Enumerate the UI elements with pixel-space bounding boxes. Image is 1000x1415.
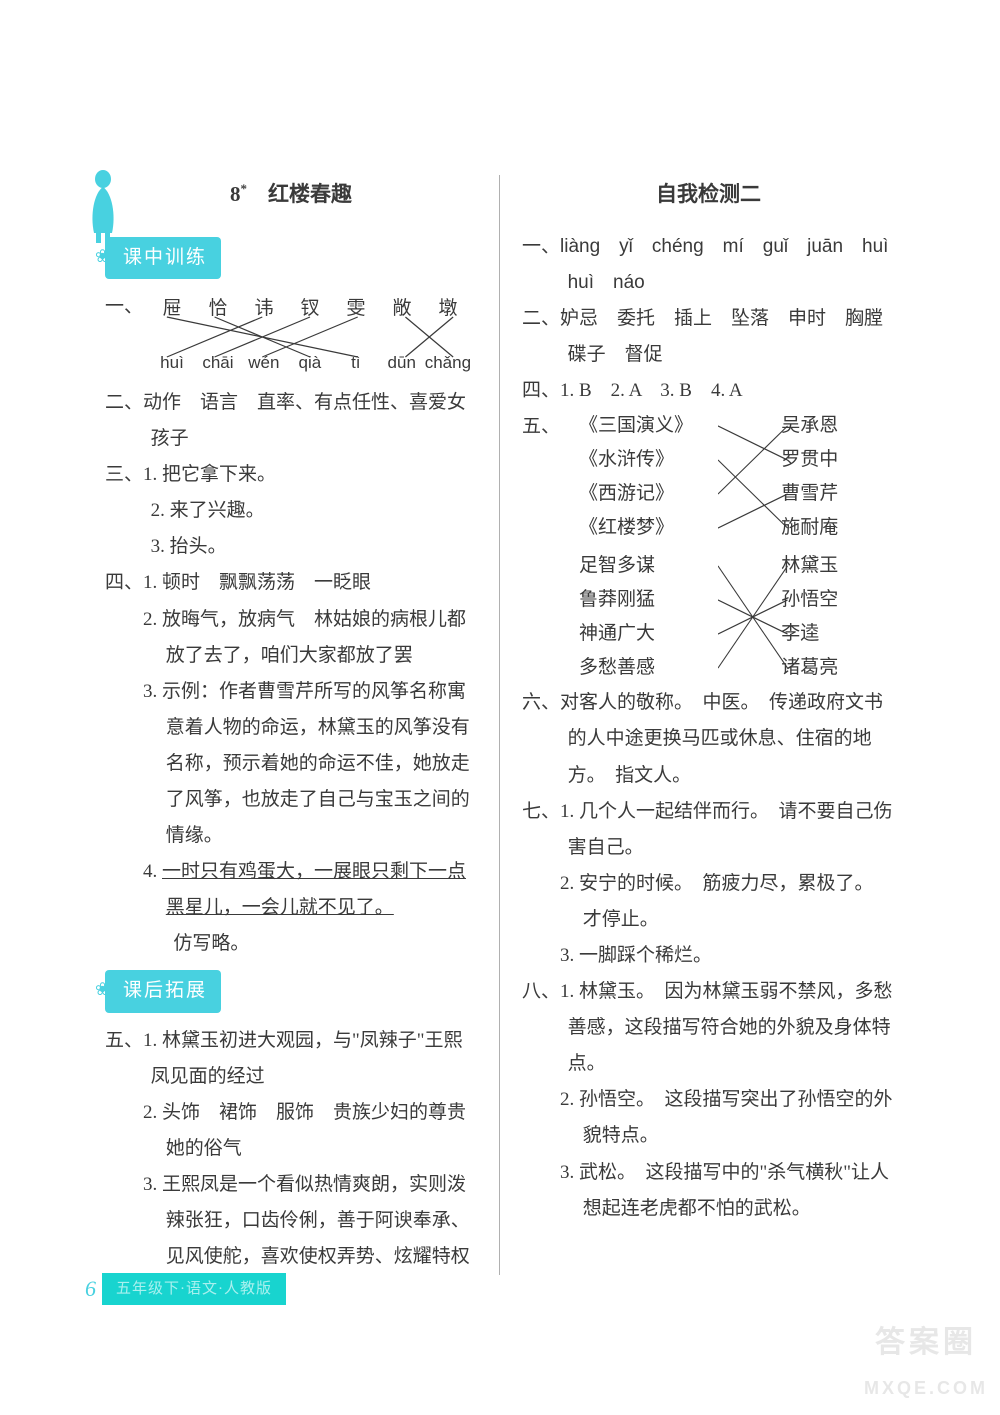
q5-2: 2. 头饰 裙饰 服饰 贵族少妇的尊贵 她的俗气	[105, 1095, 477, 1167]
r-q2: 二、妒忌 委托 插上 坠落 申时 胸膛 碟子 督促	[522, 301, 895, 373]
r-q8-1: 八、1. 林黛玉。 因为林黛玉弱不禁风，多愁善感，这段描写符合她的外貌及身体特点…	[522, 974, 895, 1082]
r-q8-3: 3. 武松。 这段描写中的"杀气横秋"让人想起连老虎都不怕的武松。	[522, 1155, 895, 1227]
badge-after-class: 课后拓展	[105, 970, 221, 1012]
r-q7-2: 2. 安宁的时候。 筋疲力尽，累极了。 才停止。	[522, 866, 895, 938]
r-q5-match2: 足智多谋林黛玉鲁莽刚猛孙悟空神通广大李逵多愁善感诸葛亮	[579, 549, 895, 685]
match1-lines	[718, 409, 788, 545]
q3-2: 2. 来了兴趣。	[105, 493, 477, 529]
badge-in-class: 课中训练	[105, 237, 221, 279]
q4-4c: 仿写略。	[105, 926, 477, 962]
r-q6: 六、对客人的敬称。 中医。 传递政府文书的人中途更换马匹或休息、住宿的地方。 指…	[522, 685, 895, 793]
q3-3: 3. 抬头。	[105, 529, 477, 565]
r-q8-2: 2. 孙悟空。 这段描写突出了孙悟空的外貌特点。	[522, 1082, 895, 1154]
q3-1: 三、1. 把它拿下来。	[105, 457, 477, 493]
r-q1: 一、liàng yǐ chéng mí guǐ juān huì huì náo	[522, 229, 895, 301]
watermark: 答案圈 MXQE.COM	[864, 1314, 988, 1405]
r-q5-label: 五、	[522, 409, 556, 685]
q1-pinyin: huìchāiwénqiàtìdūnchǎng	[143, 347, 477, 379]
q1-match-box: 屉恰讳钗雯敞墩 huìchāiwénqiàtìdūnchǎng	[143, 291, 477, 379]
page-content: 8* 红楼春趣 课中训练 一、 屉恰讳钗雯敞墩 huìchāiwénqiàtìd…	[95, 175, 905, 1275]
q1-matching: 一、 屉恰讳钗雯敞墩 huìchāiwénqiàtìdūnchǎng	[105, 289, 477, 385]
match2-lines	[718, 549, 788, 685]
q2: 二、动作 语言 直率、有点任性、喜爱女孩子	[105, 385, 477, 457]
right-column: 自我检测二 一、liàng yǐ chéng mí guǐ juān huì h…	[500, 175, 905, 1275]
footer-bar: 五年级下·语文·人教版	[102, 1273, 286, 1306]
q4-1: 四、1. 顿时 飘飘荡荡 一眨眼	[105, 565, 477, 601]
r-q4: 四、1. B 2. A 3. B 4. A	[522, 373, 895, 409]
lesson-star: *	[241, 181, 248, 196]
lesson-title: 8* 红楼春趣	[105, 175, 477, 215]
r-q7-1: 七、1. 几个人一起结伴而行。 请不要自己伤害自己。	[522, 794, 895, 866]
lesson-number: 8	[230, 182, 241, 206]
page-number: 6	[85, 1268, 96, 1310]
r-q5-match1: 《三国演义》吴承恩《水浒传》罗贯中《西游记》曹雪芹《红楼梦》施耐庵	[579, 409, 895, 545]
left-column: 8* 红楼春趣 课中训练 一、 屉恰讳钗雯敞墩 huìchāiwénqiàtìd…	[95, 175, 500, 1275]
lesson-name: 红楼春趣	[268, 182, 352, 206]
q5-1: 五、1. 林黛玉初进大观园，与"凤辣子"王熙凤见面的经过	[105, 1023, 477, 1095]
q4-4: 4. 一时只有鸡蛋大，一展眼只剩下一点黑星儿，一会儿就不见了。	[105, 854, 477, 926]
r-q7-3: 3. 一脚踩个稀烂。	[522, 938, 895, 974]
q4-3: 3. 示例：作者曹雪芹所写的风筝名称寓意着人物的命运，林黛玉的风筝没有名称，预示…	[105, 674, 477, 854]
q4-2: 2. 放晦气，放病气 林姑娘的病根儿都放了去了，咱们大家都放了罢	[105, 602, 477, 674]
page-footer: 6 五年级下·语文·人教版	[85, 1268, 286, 1310]
test-title: 自我检测二	[522, 175, 895, 215]
q1-label: 一、	[105, 289, 143, 385]
